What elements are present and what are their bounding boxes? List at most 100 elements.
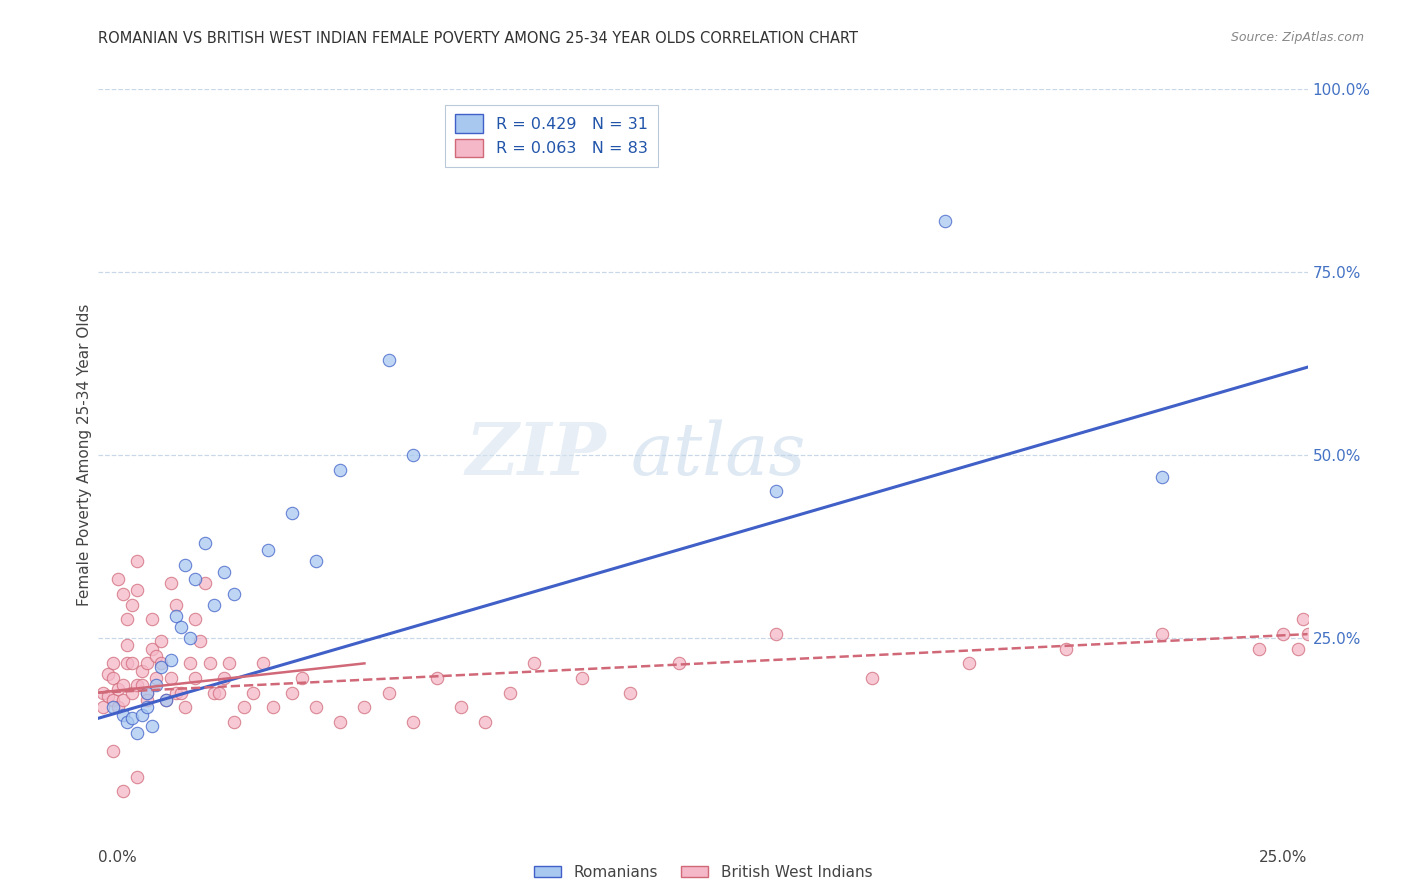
Point — [1296, 627, 1319, 641]
Point — [127, 770, 149, 784]
Point — [127, 583, 149, 598]
Point — [329, 714, 352, 729]
Point — [131, 678, 153, 692]
Point — [204, 686, 226, 700]
Point — [165, 686, 187, 700]
Point — [101, 671, 124, 685]
Point — [212, 671, 235, 685]
Point — [117, 657, 139, 671]
Point — [329, 462, 352, 476]
Point — [131, 664, 153, 678]
Point — [242, 686, 264, 700]
Point — [101, 693, 124, 707]
Point — [188, 634, 211, 648]
Text: ROMANIAN VS BRITISH WEST INDIAN FEMALE POVERTY AMONG 25-34 YEAR OLDS CORRELATION: ROMANIAN VS BRITISH WEST INDIAN FEMALE P… — [98, 31, 859, 46]
Point — [934, 214, 956, 228]
Point — [169, 620, 191, 634]
Point — [377, 352, 399, 367]
Point — [111, 587, 134, 601]
Point — [1152, 470, 1174, 484]
Point — [107, 700, 129, 714]
Text: 0.0%: 0.0% — [98, 850, 138, 865]
Point — [402, 714, 425, 729]
Point — [165, 598, 187, 612]
Point — [169, 686, 191, 700]
Point — [1286, 641, 1309, 656]
Point — [174, 700, 197, 714]
Point — [290, 671, 312, 685]
Point — [232, 700, 254, 714]
Point — [184, 671, 207, 685]
Point — [127, 678, 149, 692]
Point — [111, 693, 134, 707]
Point — [111, 678, 134, 692]
Text: atlas: atlas — [630, 419, 806, 491]
Point — [194, 535, 217, 549]
Point — [426, 671, 449, 685]
Point — [101, 657, 124, 671]
Point — [668, 657, 690, 671]
Point — [121, 657, 143, 671]
Point — [117, 714, 139, 729]
Point — [101, 700, 124, 714]
Point — [155, 693, 177, 707]
Point — [184, 572, 207, 586]
Point — [222, 587, 245, 601]
Point — [135, 700, 157, 714]
Point — [91, 686, 114, 700]
Y-axis label: Female Poverty Among 25-34 Year Olds: Female Poverty Among 25-34 Year Olds — [77, 304, 91, 606]
Point — [107, 681, 129, 696]
Point — [860, 671, 883, 685]
Point — [208, 686, 231, 700]
Point — [155, 693, 177, 707]
Point — [160, 576, 183, 591]
Point — [150, 660, 173, 674]
Point — [145, 649, 167, 664]
Point — [1272, 627, 1295, 641]
Point — [117, 638, 139, 652]
Point — [402, 448, 425, 462]
Point — [252, 657, 274, 671]
Point — [218, 657, 240, 671]
Point — [150, 634, 173, 648]
Point — [450, 700, 472, 714]
Point — [179, 631, 201, 645]
Point — [145, 678, 167, 692]
Point — [256, 543, 278, 558]
Point — [571, 671, 593, 685]
Point — [135, 693, 157, 707]
Point — [222, 714, 245, 729]
Point — [184, 613, 207, 627]
Point — [377, 686, 399, 700]
Point — [127, 726, 149, 740]
Point — [305, 700, 328, 714]
Point — [135, 686, 157, 700]
Point — [212, 565, 235, 579]
Point — [353, 700, 375, 714]
Point — [1152, 627, 1174, 641]
Point — [165, 608, 187, 623]
Point — [498, 686, 520, 700]
Point — [111, 784, 134, 798]
Point — [1054, 641, 1077, 656]
Point — [117, 613, 139, 627]
Point — [141, 718, 163, 732]
Point — [1292, 613, 1315, 627]
Point — [194, 576, 217, 591]
Text: ZIP: ZIP — [465, 419, 606, 491]
Point — [1249, 641, 1271, 656]
Point — [107, 572, 129, 586]
Point — [101, 744, 124, 758]
Point — [121, 598, 143, 612]
Point — [523, 657, 546, 671]
Point — [179, 657, 201, 671]
Point — [619, 686, 641, 700]
Point — [160, 671, 183, 685]
Point — [198, 657, 221, 671]
Point — [957, 657, 980, 671]
Point — [262, 700, 284, 714]
Point — [204, 598, 226, 612]
Text: 25.0%: 25.0% — [1260, 850, 1308, 865]
Point — [141, 613, 163, 627]
Point — [97, 690, 120, 704]
